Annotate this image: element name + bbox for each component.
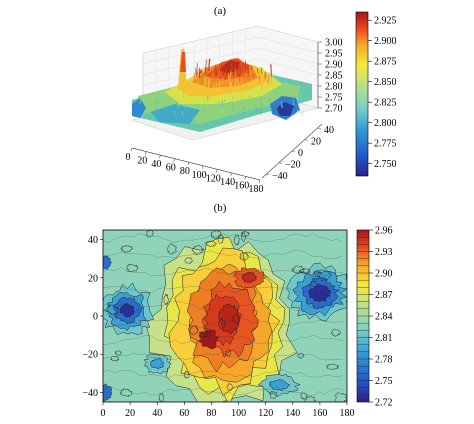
z-tick-label: 3.00 [325, 38, 343, 49]
x-tick-label: 140 [220, 177, 235, 188]
colorbar-b-tick-label: 2.84 [375, 312, 393, 323]
colorbar-a-tick-label: 2.900 [374, 36, 397, 47]
z-tick-labels: 2.702.752.802.852.902.953.00 [318, 38, 343, 115]
colorbar-a-tick-label: 2.775 [374, 139, 397, 150]
colorbar-b-tick-label: 2.90 [375, 269, 393, 280]
y-tick-label: 20 [311, 137, 321, 148]
x-tick-label: 180 [249, 184, 264, 195]
colorbar-b-tick-label: 2.72 [375, 398, 393, 409]
z-tick-label: 2.95 [325, 49, 343, 60]
x-tick-label: 0 [101, 408, 106, 419]
x-tick-label: 160 [312, 408, 327, 419]
z-tick-label: 2.75 [325, 93, 343, 104]
colorbar-b-tick-label: 2.81 [375, 333, 393, 344]
y-tick-label: −20 [285, 160, 301, 171]
z-tick-label: 2.85 [325, 71, 343, 82]
y-tick-label: 40 [324, 125, 334, 136]
contour-lines [103, 233, 344, 397]
colorbar-a-tick-label: 2.925 [374, 16, 397, 27]
y-tick-labels: 40 20 0 −20 −40 [82, 235, 103, 399]
panel-b-label: (b) [214, 202, 227, 214]
contour-fills [103, 230, 347, 402]
x-tick-label: 100 [231, 408, 246, 419]
colorbar-a-ticks: 2.750 2.775 2.800 2.825 2.850 2.875 2.900 2.925 [368, 16, 397, 170]
x-tick-labels: 0 20 40 60 80 100 120 140 160 180 [126, 147, 264, 195]
x-tick-label: 120 [206, 173, 221, 184]
colorbar-b-tick-label: 2.75 [375, 376, 393, 387]
x-tick-label: 20 [125, 408, 135, 419]
x-tick-label: 40 [152, 408, 162, 419]
colorbar-a-tick-label: 2.825 [374, 98, 397, 109]
surface-texture [139, 58, 303, 116]
x-tick-label: 80 [206, 408, 216, 419]
colorbar-b-tick-label: 2.93 [375, 247, 393, 258]
colorbar-a-tick-label: 2.850 [374, 77, 397, 88]
x-tick-label: 60 [179, 408, 189, 419]
y-tick-label: 0 [298, 148, 303, 159]
colorbar-a: 2.750 2.775 2.800 2.825 2.850 2.875 2.900 2.925 [355, 11, 397, 177]
x-tick-label: 20 [137, 156, 147, 167]
colorbar-a-scale [355, 11, 369, 177]
y-tick-label: 40 [88, 235, 98, 246]
z-tick-label: 2.70 [325, 104, 343, 115]
x-tick-label: 180 [340, 408, 355, 419]
x-tick-label: 60 [166, 163, 176, 174]
colorbar-b-ticks: 2.96 2.93 2.90 2.87 2.84 2.81 2.78 2.75 2.72 [369, 226, 393, 409]
x-tick-label: 80 [180, 166, 190, 177]
z-tick-label: 2.90 [325, 60, 343, 71]
panel-a-label: (a) [214, 5, 227, 17]
colorbar-b-tick-label: 2.78 [375, 355, 393, 366]
x-tick-label: 0 [126, 152, 131, 163]
x-tick-label: 100 [192, 170, 207, 181]
x-tick-label: 120 [258, 408, 273, 419]
colorbar-b: 2.96 2.93 2.90 2.87 2.84 2.81 2.78 2.75 2.72 [356, 226, 393, 409]
colorbar-a-tick-label: 2.875 [374, 57, 397, 68]
y-tick-label: 0 [93, 312, 98, 323]
z-tick-label: 2.80 [325, 82, 343, 93]
colorbar-b-tick-label: 2.87 [375, 290, 393, 301]
x-tick-label: 40 [151, 159, 161, 170]
x-tick-label: 160 [234, 180, 249, 191]
colorbar-a-tick-label: 2.750 [374, 159, 397, 170]
x-tick-labels: 0 20 40 60 80 100 120 140 160 180 [101, 402, 355, 419]
x-tick-label: 140 [285, 408, 300, 419]
colorbar-a-tick-label: 2.800 [374, 118, 397, 129]
y-tick-label: 20 [88, 273, 98, 284]
colorbar-b-tick-label: 2.96 [375, 226, 393, 237]
y-tick-label: −40 [82, 388, 98, 399]
x-axis [131, 147, 261, 181]
surface-plot-a: 2.702.752.802.852.902.953.00 0 20 40 60 80 10… [126, 25, 343, 195]
y-tick-label: −40 [272, 171, 288, 182]
contour-plot-b: 0 20 40 60 80 100 120 140 160 180 40 20 0 −20 −40 [82, 229, 355, 419]
colorbar-b-level-lines [357, 236, 369, 395]
y-tick-label: −20 [82, 350, 98, 361]
